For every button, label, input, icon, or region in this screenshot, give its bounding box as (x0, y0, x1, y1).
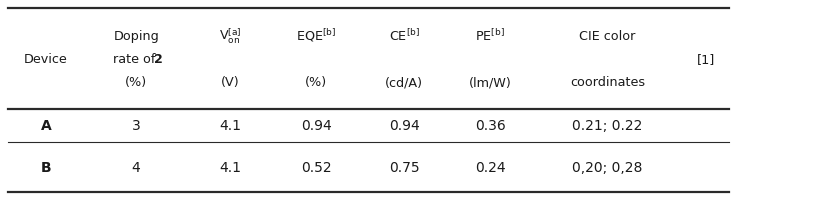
Text: (V): (V) (221, 76, 240, 89)
Text: EQE$^{\mathsf{[b]}}$: EQE$^{\mathsf{[b]}}$ (297, 27, 336, 44)
Text: V$_{\mathsf{on}}^{\mathsf{[a]}}$: V$_{\mathsf{on}}^{\mathsf{[a]}}$ (220, 26, 241, 45)
Text: A: A (41, 119, 51, 133)
Text: 2: 2 (154, 53, 163, 66)
Text: 0.94: 0.94 (389, 119, 420, 133)
Text: Doping: Doping (113, 29, 159, 42)
Text: Device: Device (24, 53, 68, 66)
Text: (cd/A): (cd/A) (385, 76, 423, 89)
Text: 0.75: 0.75 (389, 160, 420, 174)
Text: 0.94: 0.94 (301, 119, 332, 133)
Text: PE$^{\mathsf{[b]}}$: PE$^{\mathsf{[b]}}$ (475, 28, 505, 44)
Text: (lm/W): (lm/W) (468, 76, 512, 89)
Text: B: B (41, 160, 51, 174)
Text: (%): (%) (305, 76, 328, 89)
Text: 0.36: 0.36 (475, 119, 505, 133)
Text: 4.1: 4.1 (220, 160, 241, 174)
Text: (%): (%) (125, 76, 147, 89)
Text: CIE color: CIE color (579, 29, 636, 42)
Text: CE$^{\mathsf{[b]}}$: CE$^{\mathsf{[b]}}$ (389, 28, 420, 44)
Text: 0,20; 0,28: 0,20; 0,28 (572, 160, 643, 174)
Text: 3: 3 (132, 119, 141, 133)
Text: 0.52: 0.52 (301, 160, 332, 174)
Text: 4.1: 4.1 (220, 119, 241, 133)
Text: rate of: rate of (113, 53, 159, 66)
Text: 0.21; 0.22: 0.21; 0.22 (572, 119, 643, 133)
Text: coordinates: coordinates (570, 76, 645, 89)
Text: 4: 4 (132, 160, 141, 174)
Text: [1]: [1] (697, 53, 715, 66)
Text: 0.24: 0.24 (475, 160, 505, 174)
